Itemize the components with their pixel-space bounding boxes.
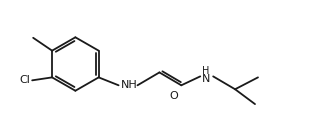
Text: H: H: [202, 66, 210, 76]
Text: NH: NH: [121, 80, 137, 90]
Text: N: N: [202, 74, 211, 84]
Text: O: O: [169, 91, 178, 101]
Text: Cl: Cl: [19, 75, 30, 85]
